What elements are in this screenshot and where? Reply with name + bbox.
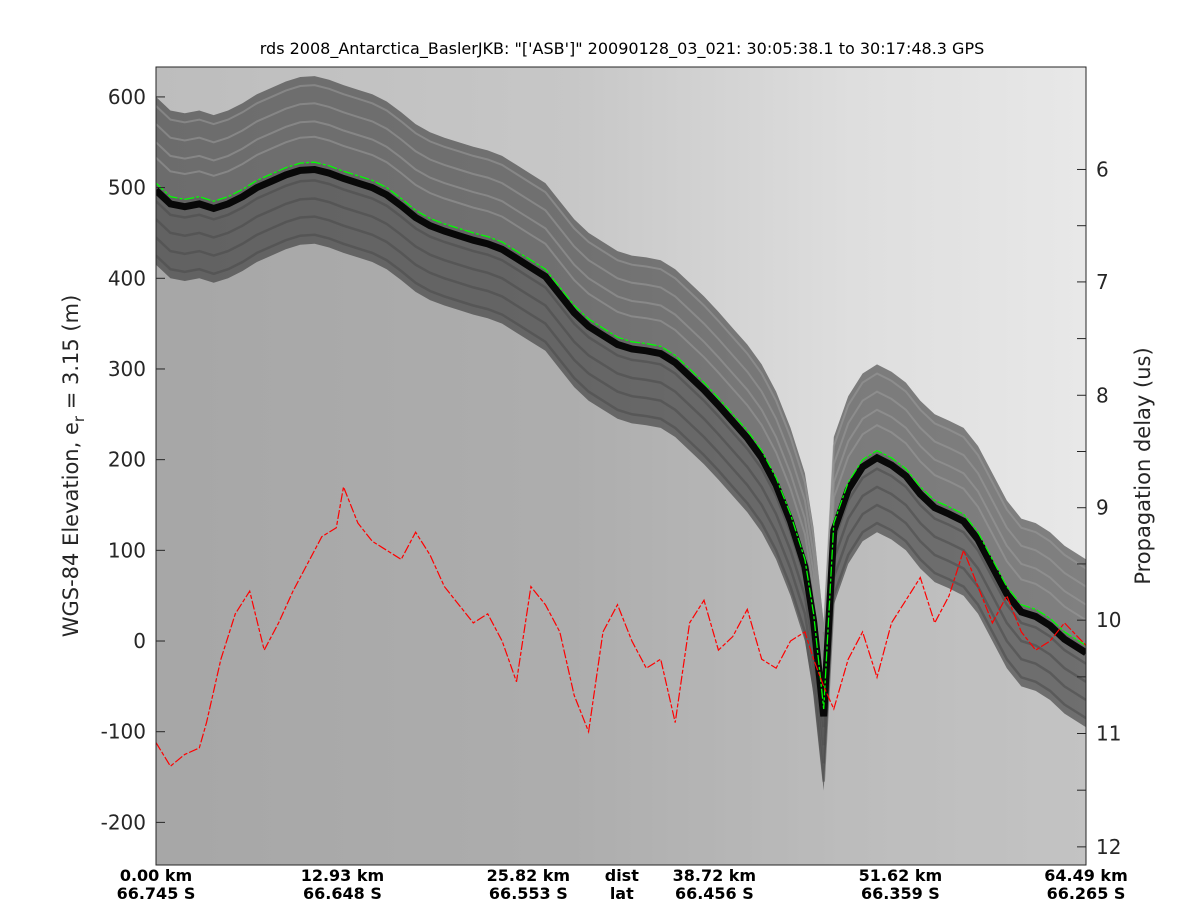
right-tick-label: 11: [1096, 722, 1121, 746]
bottom-distance-label: 51.62 km: [859, 866, 943, 885]
right-tick-label: 8: [1096, 383, 1109, 407]
left-tick-label: -100: [101, 720, 146, 744]
surface-line: [156, 161, 1086, 710]
left-axis-label-subscript: r: [70, 415, 88, 422]
bottom-distance-label: 0.00 km: [120, 866, 192, 885]
left-axis-label-tail: = 3.15 (m): [59, 295, 83, 416]
layer-line: [156, 233, 1086, 782]
bed-line: [156, 484, 1086, 768]
right-tick-label: 12: [1096, 835, 1121, 859]
bottom-latitude-label: 66.265 S: [1047, 884, 1126, 900]
left-axis-label: WGS-84 Elevation, er = 3.15 (m): [59, 295, 88, 638]
bottom-latitude-label: 66.456 S: [675, 884, 754, 900]
left-tick-label: 200: [108, 448, 146, 472]
bottom-row-label-dist: dist: [605, 866, 639, 885]
layer-line: [156, 102, 1086, 651]
surface-echo-band: [156, 76, 1086, 791]
left-tick-label: 400: [108, 266, 146, 290]
bottom-distance-label: 64.49 km: [1044, 866, 1128, 885]
right-tick-label: 7: [1096, 270, 1109, 294]
bottom-distance-label: 12.93 km: [301, 866, 385, 885]
ice-body-shading: [156, 162, 1086, 865]
bottom-latitude-label: 66.553 S: [489, 884, 568, 900]
layer-line: [156, 120, 1086, 669]
right-tick-label: 6: [1096, 157, 1109, 181]
left-tick-label: 500: [108, 176, 146, 200]
right-axis-label: Propagation delay (us): [1131, 347, 1155, 584]
bottom-latitude-label: 66.359 S: [861, 884, 940, 900]
right-axis: 6 7 8 9 10 11 12: [1077, 157, 1121, 859]
left-tick-label: 100: [108, 538, 146, 562]
right-tick-label: 9: [1096, 496, 1109, 520]
right-tick-label: 10: [1096, 608, 1121, 632]
left-tick-label: 600: [108, 85, 146, 109]
bottom-distance-label: 38.72 km: [673, 866, 757, 885]
internal-layers: [156, 84, 1086, 782]
bottom-latitude-label: 66.648 S: [303, 884, 382, 900]
left-axis-label-main: WGS-84 Elevation, e: [59, 422, 83, 637]
bottom-row-label-lat: lat: [610, 884, 634, 900]
left-tick-label: -200: [101, 810, 146, 834]
plot-area: [156, 67, 1086, 865]
layer-line: [156, 135, 1086, 684]
left-axis: 600 500 400 300 200 100 0 -100 -200: [101, 85, 165, 834]
layer-line: [156, 84, 1086, 633]
layer-line: [156, 215, 1086, 764]
layer-line: [156, 179, 1086, 728]
left-tick-label: 0: [133, 629, 146, 653]
left-tick-label: 300: [108, 357, 146, 381]
surface-echo-core: [156, 165, 1086, 717]
plot-frame: [155, 66, 1087, 866]
bottom-distance-label: 25.82 km: [487, 866, 571, 885]
chart-title: rds 2008_Antarctica_BaslerJKB: "['ASB']"…: [260, 39, 985, 59]
bottom-latitude-label: 66.745 S: [117, 884, 196, 900]
layer-line: [156, 197, 1086, 746]
